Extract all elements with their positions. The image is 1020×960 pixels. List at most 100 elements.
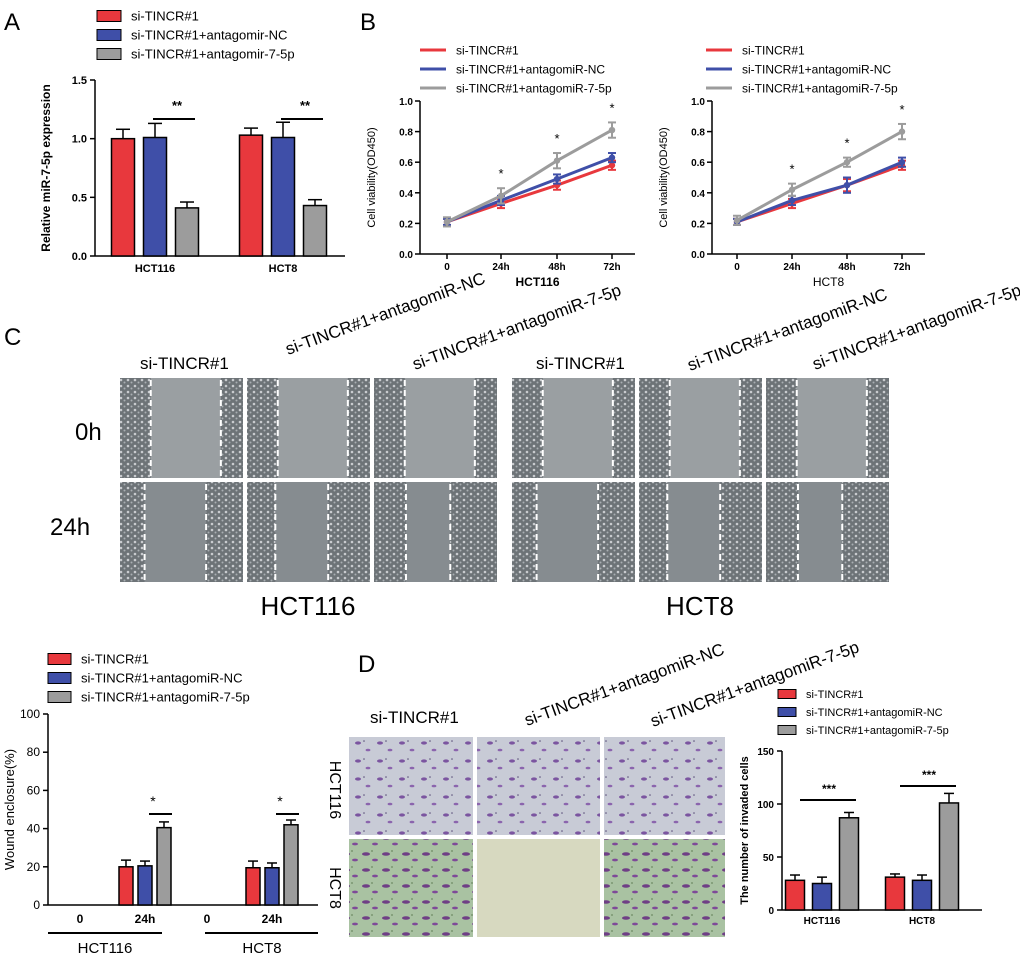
x-tick-label: 48h <box>548 262 565 273</box>
group-label: HCT116 <box>261 591 356 621</box>
significance-label: * <box>277 793 283 809</box>
y-tick-label: 1.0 <box>691 97 705 108</box>
data-point <box>898 128 906 135</box>
scratch-image <box>247 482 370 582</box>
legend-label: si-TINCR#1 <box>131 9 199 24</box>
y-tick-label: 0.6 <box>691 158 705 169</box>
row-label: HCT8 <box>326 867 343 909</box>
bar <box>156 826 172 906</box>
y-tick-label: 20 <box>27 860 41 874</box>
legend-label: si-TINCR#1+antagomiR-NC <box>456 62 605 76</box>
legend-swatch <box>47 653 72 665</box>
scratch-image <box>766 378 889 478</box>
data-point <box>608 154 616 161</box>
y-tick-label: 1.0 <box>399 97 413 108</box>
significance-label: * <box>844 136 849 151</box>
legend-label: si-TINCR#1 <box>81 652 149 667</box>
y-tick-label: 150 <box>757 747 774 758</box>
panel-letter-d: D <box>358 651 375 678</box>
y-tick-label: 0.4 <box>691 189 705 200</box>
significance-label: *** <box>922 768 936 782</box>
group-label: HCT116 <box>78 940 133 957</box>
y-axis-label: The number of invaded cells <box>739 756 751 905</box>
group-label: HCT8 <box>242 940 281 957</box>
bar <box>174 207 200 257</box>
y-tick-label: 0.2 <box>399 219 413 230</box>
x-tick-label: 24h <box>492 262 509 273</box>
wound-gap <box>405 482 451 582</box>
significance-label: ** <box>300 98 311 113</box>
scratch-image <box>120 482 243 582</box>
y-tick-label: 60 <box>27 783 41 797</box>
y-tick-label: 0 <box>768 906 774 917</box>
legend-label: si-TINCR#1+antagomiR-NC <box>81 671 242 686</box>
y-tick-label: 50 <box>763 853 775 864</box>
y-tick-label: 40 <box>27 822 41 836</box>
column-label: si-TINCR#1+antagomiR-NC <box>685 285 890 375</box>
wound-gap <box>275 482 329 582</box>
significance-label: ** <box>172 98 183 113</box>
y-tick-label: 100 <box>20 707 40 721</box>
legend-label: si-TINCR#1+antagomiR-7-5p <box>81 690 250 705</box>
x-tick-label: 0 <box>204 912 211 926</box>
y-tick-label: 80 <box>27 745 41 759</box>
row-label: 24h <box>50 514 90 541</box>
wound-gap <box>277 378 348 478</box>
y-tick-label: 0.0 <box>691 250 705 261</box>
row-label: 0h <box>75 419 102 446</box>
wound-gap <box>669 378 740 478</box>
wound-gap <box>796 378 867 478</box>
y-tick-label: 1.5 <box>72 75 87 87</box>
series-line <box>736 160 903 224</box>
bar <box>302 204 328 257</box>
data-point <box>497 192 505 200</box>
x-tick-label: 0 <box>77 912 84 926</box>
bar <box>911 879 933 911</box>
x-tick-label: HCT8 <box>269 263 298 275</box>
legend-label: si-TINCR#1 <box>806 689 863 701</box>
x-tick-label: 0 <box>444 262 450 273</box>
x-tick-label: 24h <box>783 262 800 273</box>
y-axis-label: Wound enclosure(%) <box>2 749 17 870</box>
bar <box>784 879 806 911</box>
significance-label: * <box>150 793 156 809</box>
data-point <box>553 157 561 164</box>
transwell-image <box>604 839 725 937</box>
data-point <box>733 217 741 224</box>
legend-label: si-TINCR#1+antagomiR-NC <box>742 62 891 76</box>
bar <box>245 867 261 906</box>
data-point <box>443 218 451 226</box>
bar <box>270 136 296 257</box>
bar <box>137 865 153 906</box>
scratch-image <box>639 482 762 582</box>
y-tick-label: 0 <box>33 898 40 912</box>
x-tick-label: HCT116 <box>804 916 841 927</box>
significance-label: * <box>498 166 503 181</box>
x-tick-label: 24h <box>262 912 283 926</box>
legend-label: si-TINCR#1 <box>456 43 519 57</box>
legend-label: si-TINCR#1+antagomiR-7-5p <box>456 81 612 95</box>
series-line <box>446 128 613 224</box>
row-label: HCT116 <box>326 761 343 819</box>
column-label: si-TINCR#1 <box>140 354 229 373</box>
scratch-image <box>766 482 889 582</box>
bar <box>264 867 280 906</box>
y-axis-label: Cell viability(OD450) <box>366 127 378 227</box>
significance-label: * <box>789 162 794 177</box>
bar <box>938 802 960 911</box>
bar <box>238 134 264 257</box>
bar <box>811 882 833 911</box>
wound-gap <box>150 378 221 478</box>
legend-swatch <box>96 29 122 41</box>
y-tick-label: 0.8 <box>399 128 413 139</box>
y-tick-label: 1.0 <box>72 134 87 146</box>
x-tick-label: HCT8 <box>909 916 936 927</box>
wound-gap <box>542 378 613 478</box>
scratch-image <box>120 378 243 478</box>
x-tick-label: HCT116 <box>135 263 175 275</box>
y-tick-label: 0.0 <box>399 250 413 261</box>
bar <box>283 824 299 906</box>
legend-swatch <box>47 672 72 684</box>
